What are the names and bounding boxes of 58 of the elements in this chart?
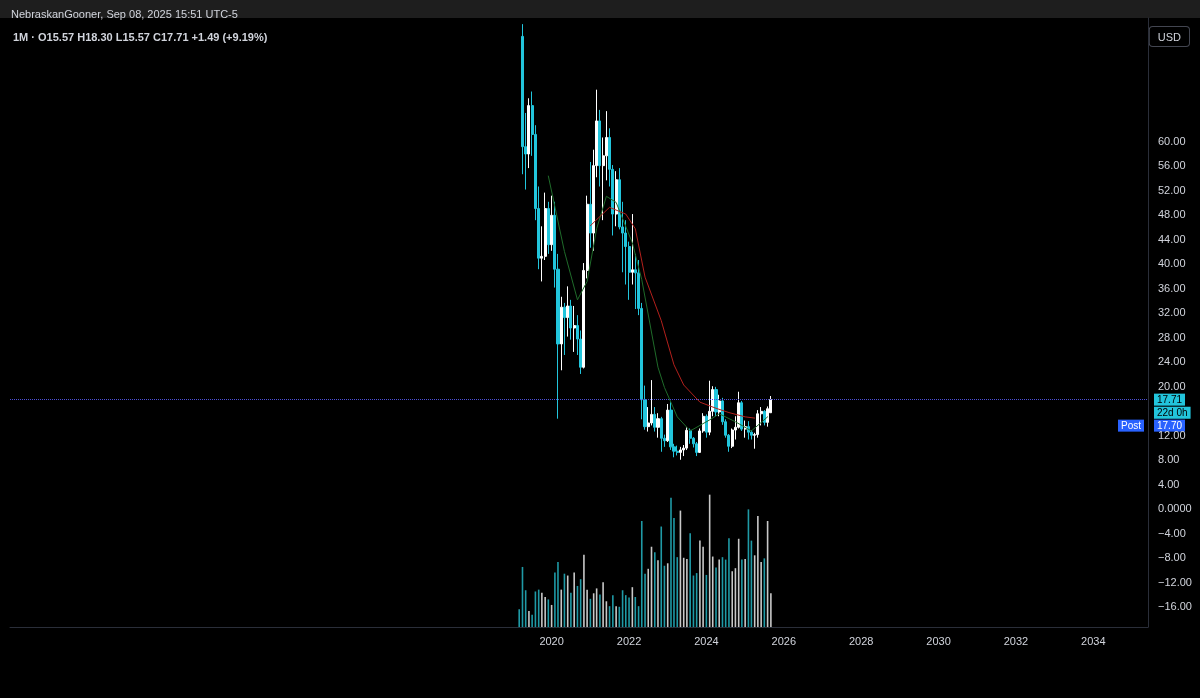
- candlestick: [547, 201, 550, 255]
- candlestick: [660, 416, 663, 453]
- x-tick-label: 2032: [1003, 634, 1029, 647]
- annotation: Post: [1120, 420, 1142, 432]
- line-series: [589, 206, 756, 419]
- x-tick-label: 2026: [771, 634, 797, 647]
- chart-subtitle: NebraskanGooner, Sep 08, 2025 15:51 UTC-5: [11, 7, 238, 20]
- candlestick: [666, 403, 669, 443]
- candlestick: [569, 299, 572, 341]
- candlestick: [573, 305, 576, 353]
- text: USD: [1157, 30, 1182, 43]
- y-tick-label: 0.0000: [1158, 502, 1192, 515]
- text: 22d 0h: [1157, 407, 1188, 419]
- candlestick: [679, 446, 682, 461]
- y-tick-label: 32.00: [1158, 306, 1186, 319]
- text: 17.70: [1157, 420, 1183, 432]
- candlestick: [676, 445, 679, 456]
- y-tick-label: −8.00: [1158, 551, 1186, 564]
- candlestick: [689, 427, 692, 445]
- candlestick: [718, 394, 721, 417]
- y-tick-label: 60.00: [1158, 134, 1186, 147]
- x-tick-label: 2022: [616, 634, 642, 647]
- y-tick-label: −4.00: [1158, 526, 1186, 539]
- candlestick: [589, 161, 592, 249]
- x-tick-label: 2028: [848, 634, 874, 647]
- y-tick-label: 40.00: [1158, 257, 1186, 270]
- x-tick-label: 2034: [1081, 634, 1106, 647]
- line-series: [547, 175, 769, 432]
- candlestick: [708, 380, 711, 436]
- y-tick-label: −12.00: [1158, 575, 1192, 588]
- text: 1M · O15.57 H18.30 L15.57 C17.71 +1.49 (+9.19%): [13, 30, 268, 43]
- y-tick-label: 36.00: [1158, 281, 1186, 294]
- x-tick-label: 2030: [926, 634, 951, 647]
- y-tick-label: 52.00: [1158, 183, 1186, 196]
- ref-line-label: 17.71: [1157, 394, 1183, 406]
- candlestick: [560, 296, 563, 371]
- candlestick: [656, 412, 660, 439]
- y-tick-label: −16.00: [1158, 600, 1192, 613]
- candlestick: [566, 285, 569, 338]
- y-tick-label: 20.00: [1158, 379, 1186, 392]
- candlestick: [705, 413, 708, 439]
- y-tick-label: 56.00: [1158, 159, 1186, 172]
- y-tick-label: 8.00: [1158, 453, 1180, 466]
- candlestick: [714, 386, 718, 417]
- candlestick: [527, 97, 530, 169]
- candlestick: [631, 213, 634, 286]
- x-tick-label: 2024: [694, 634, 719, 647]
- candlestick: [563, 302, 566, 356]
- y-tick-label: 44.00: [1158, 232, 1186, 245]
- y-tick-label: 4.00: [1158, 477, 1180, 490]
- candlestick: [598, 109, 601, 187]
- x-tick-label: 2020: [539, 634, 564, 647]
- y-tick-label: 48.00: [1158, 208, 1186, 221]
- y-tick-label: 28.00: [1158, 330, 1186, 343]
- candlestick: [653, 406, 656, 433]
- candlestick: [695, 441, 698, 457]
- candlestick: [550, 195, 553, 252]
- y-tick-label: 24.00: [1158, 355, 1186, 368]
